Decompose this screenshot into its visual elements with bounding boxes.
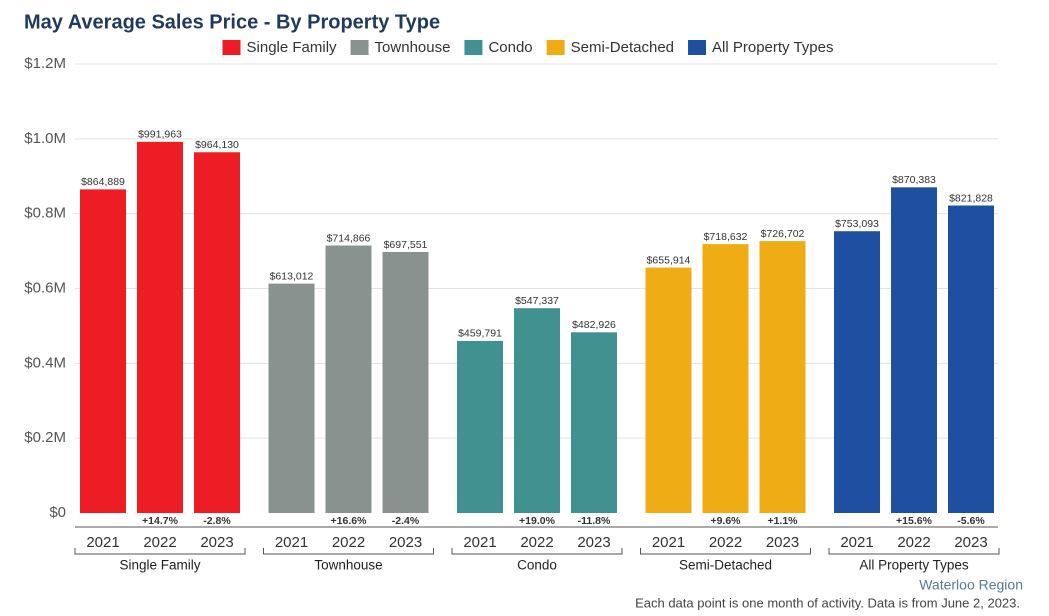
change-label: -11.8% [578,515,611,527]
x-tick-label: 2021 [86,534,119,551]
legend-swatch [350,40,369,55]
x-tick-label: 2021 [840,534,873,551]
x-tick-label: 2023 [577,534,610,551]
y-tick-label: $0 [49,504,66,521]
value-label: $726,702 [761,228,805,240]
change-label: +19.0% [519,515,556,527]
bar [382,251,429,513]
bar [702,244,749,513]
bar [759,241,806,513]
legend-label: Condo [488,39,532,56]
x-tick-label: 2023 [766,534,799,551]
x-tick-label: 2021 [463,534,496,551]
bar [268,283,315,513]
footnote: Each data point is one month of activity… [635,595,1020,610]
x-tick-label: 2022 [709,534,742,551]
group-bracket [74,548,246,555]
bar [137,141,183,513]
change-label: -5.6% [957,515,985,527]
y-tick-label: $1.0M [24,130,66,147]
y-tick-label: $0.8M [24,205,66,222]
y-tick-label: $0.2M [24,429,66,446]
x-tick-label: 2023 [389,534,422,551]
group-bracket [828,548,1000,555]
group-label: Condo [517,558,557,573]
x-tick-label: 2022 [143,534,176,551]
change-label: +1.1% [767,515,798,527]
bar [571,332,617,513]
value-label: $655,914 [647,254,691,266]
value-label: $459,791 [458,328,502,340]
group-bracket [263,548,434,555]
change-label: +9.6% [710,515,741,527]
legend-swatch [222,40,241,55]
legend-label: Single Family [247,39,338,56]
group-label: Semi-Detached [679,558,772,573]
y-tick-label: $1.2M [24,55,66,72]
y-tick-label: $0.4M [24,354,66,371]
x-tick-label: 2021 [652,534,685,551]
bar [194,152,240,513]
value-label: $718,632 [704,231,748,243]
change-label: -2.8% [203,515,231,527]
legend-label: All Property Types [712,39,833,56]
y-tick-label: $0.6M [24,279,66,296]
legend-swatch [688,40,707,55]
value-label: $482,926 [572,319,616,331]
bar [948,205,994,513]
x-tick-label: 2022 [897,534,930,551]
value-label: $864,889 [81,176,125,188]
group-bracket [451,548,623,555]
change-label: +15.6% [896,515,933,527]
bar [457,340,503,513]
bar [891,187,937,513]
value-label: $697,551 [384,239,428,251]
legend-label: Townhouse [375,39,451,56]
bar [834,231,880,513]
change-label: -2.4% [392,515,420,527]
bar [325,245,372,513]
value-label: $821,828 [949,192,993,204]
legend-swatch [546,40,565,55]
change-label: +14.7% [142,515,179,527]
bar [80,189,126,513]
value-label: $714,866 [327,232,371,244]
bar [645,267,692,513]
group-label: Single Family [119,558,200,573]
change-label: +16.6% [331,515,368,527]
value-label: $870,383 [892,174,936,186]
group-bracket [640,548,811,555]
group-label: All Property Types [859,558,969,573]
x-tick-label: 2022 [332,534,365,551]
group-label: Townhouse [314,558,382,573]
legend-label: Semi-Detached [571,39,674,56]
x-tick-label: 2023 [200,534,233,551]
value-label: $991,963 [138,129,182,141]
x-tick-label: 2023 [954,534,987,551]
value-label: $613,012 [270,270,314,282]
x-tick-label: 2022 [520,534,553,551]
x-tick-label: 2021 [275,534,308,551]
region-label: Waterloo Region [919,577,1023,593]
bar [514,308,560,513]
value-label: $547,337 [515,295,559,307]
value-label: $753,093 [835,218,879,230]
value-label: $964,130 [195,139,239,151]
legend-swatch [464,40,483,55]
chart-title: May Average Sales Price - By Property Ty… [24,11,440,33]
